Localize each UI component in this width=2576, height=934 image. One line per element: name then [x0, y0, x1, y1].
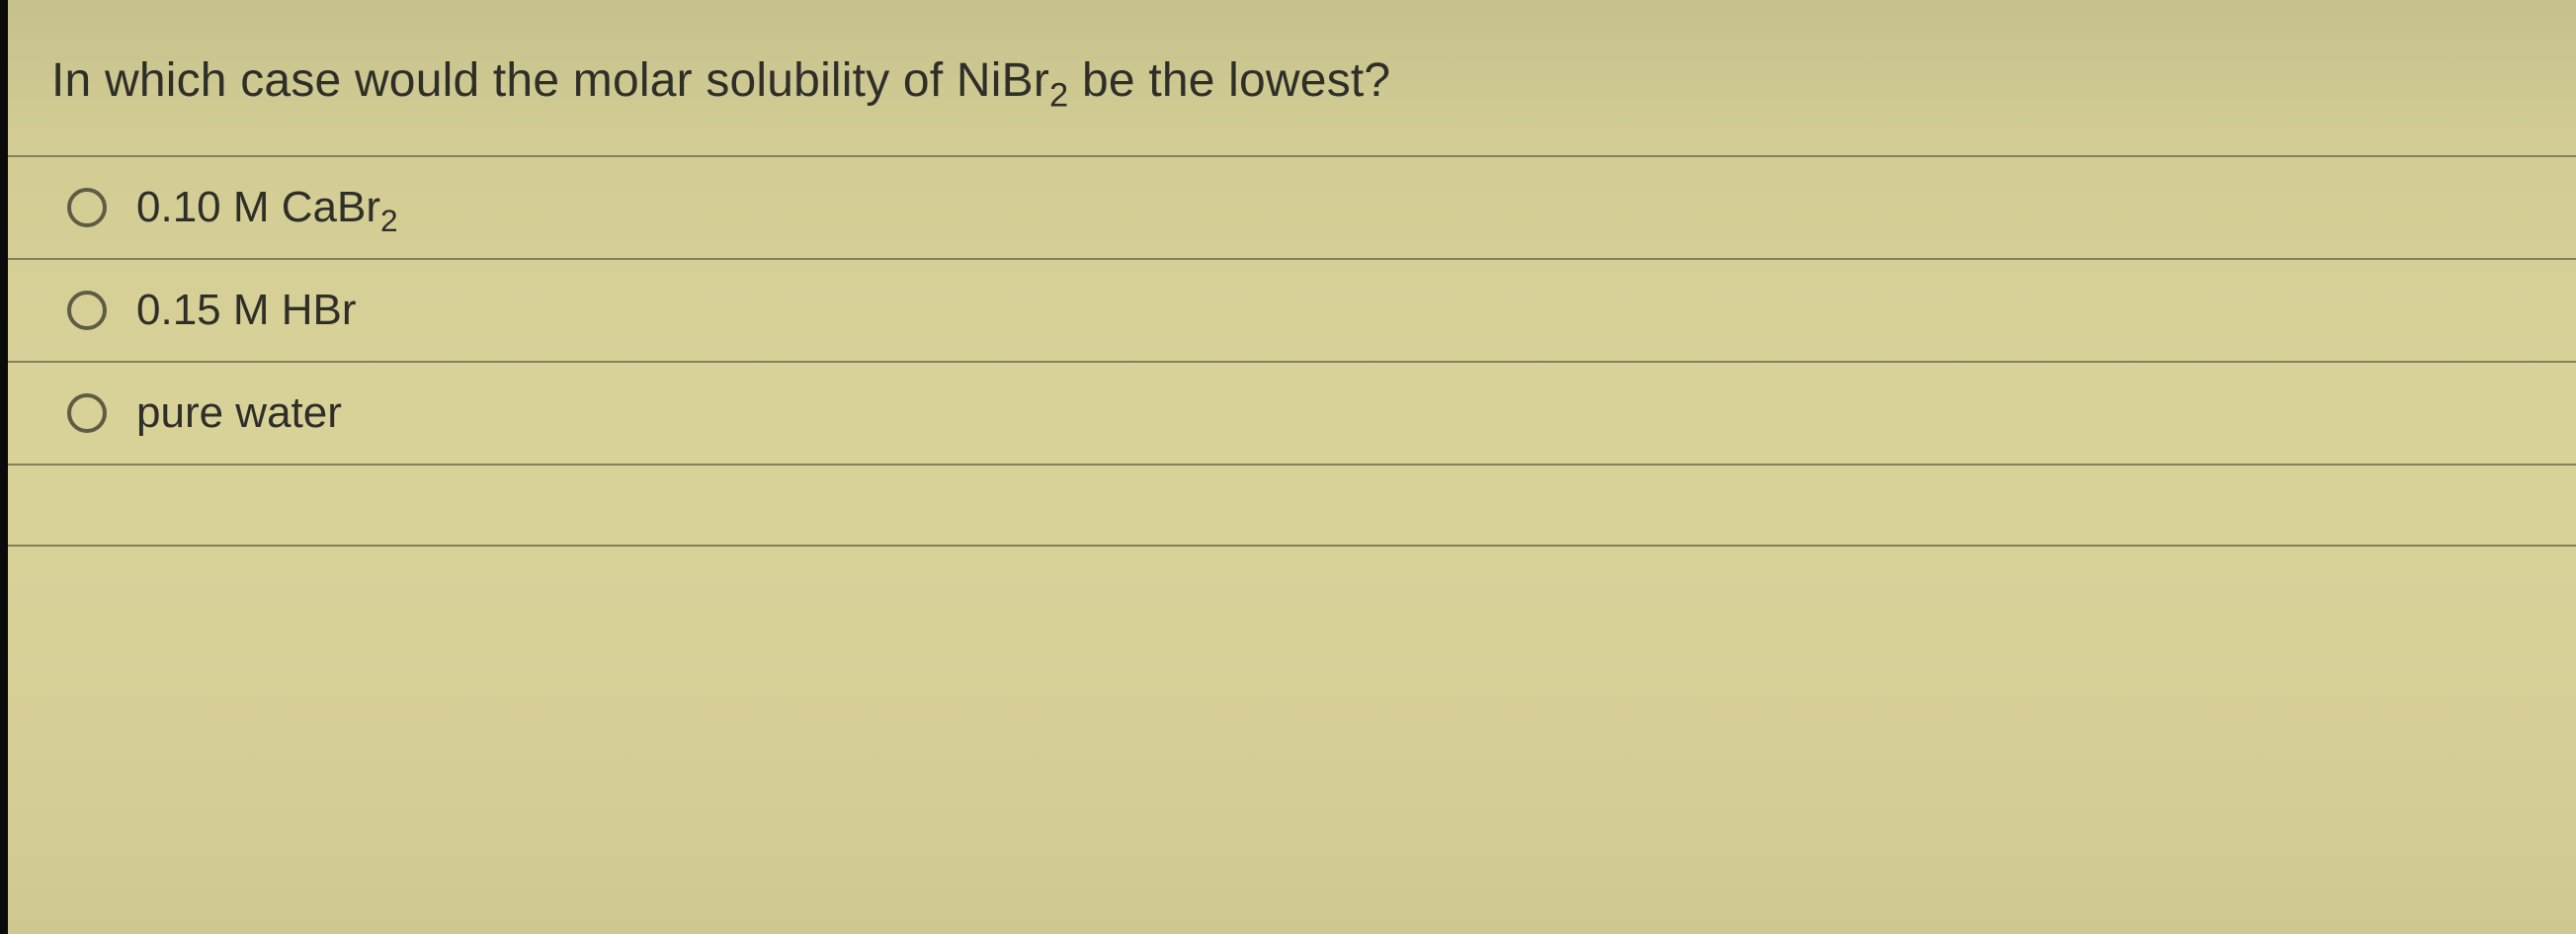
option-prefix: 0.15 M HBr: [136, 286, 357, 334]
question-prefix: In which case would the molar solubility…: [51, 54, 1049, 107]
option-subscript: 2: [380, 203, 398, 238]
quiz-panel: In which case would the molar solubility…: [8, 0, 2576, 934]
option-prefix: pure water: [136, 388, 342, 437]
question-suffix: be the lowest?: [1068, 54, 1390, 107]
bottom-rule: [8, 545, 2576, 584]
question-area: In which case would the molar solubility…: [8, 0, 2576, 155]
option-0[interactable]: 0.10 M CaBr2: [8, 155, 2576, 258]
radio-icon[interactable]: [67, 291, 107, 330]
question-subscript: 2: [1049, 77, 1068, 115]
option-label: pure water: [136, 388, 342, 438]
option-1[interactable]: 0.15 M HBr: [8, 258, 2576, 361]
option-label: 0.10 M CaBr2: [136, 183, 398, 232]
question-text: In which case would the molar solubility…: [51, 53, 2533, 108]
option-2[interactable]: pure water: [8, 361, 2576, 466]
option-prefix: 0.10 M CaBr: [136, 183, 380, 231]
options-list: 0.10 M CaBr2 0.15 M HBr pure water: [8, 155, 2576, 466]
spacer: [8, 466, 2576, 545]
radio-icon[interactable]: [67, 188, 107, 227]
window-left-edge: [0, 0, 8, 934]
option-label: 0.15 M HBr: [136, 286, 357, 335]
radio-icon[interactable]: [67, 393, 107, 433]
